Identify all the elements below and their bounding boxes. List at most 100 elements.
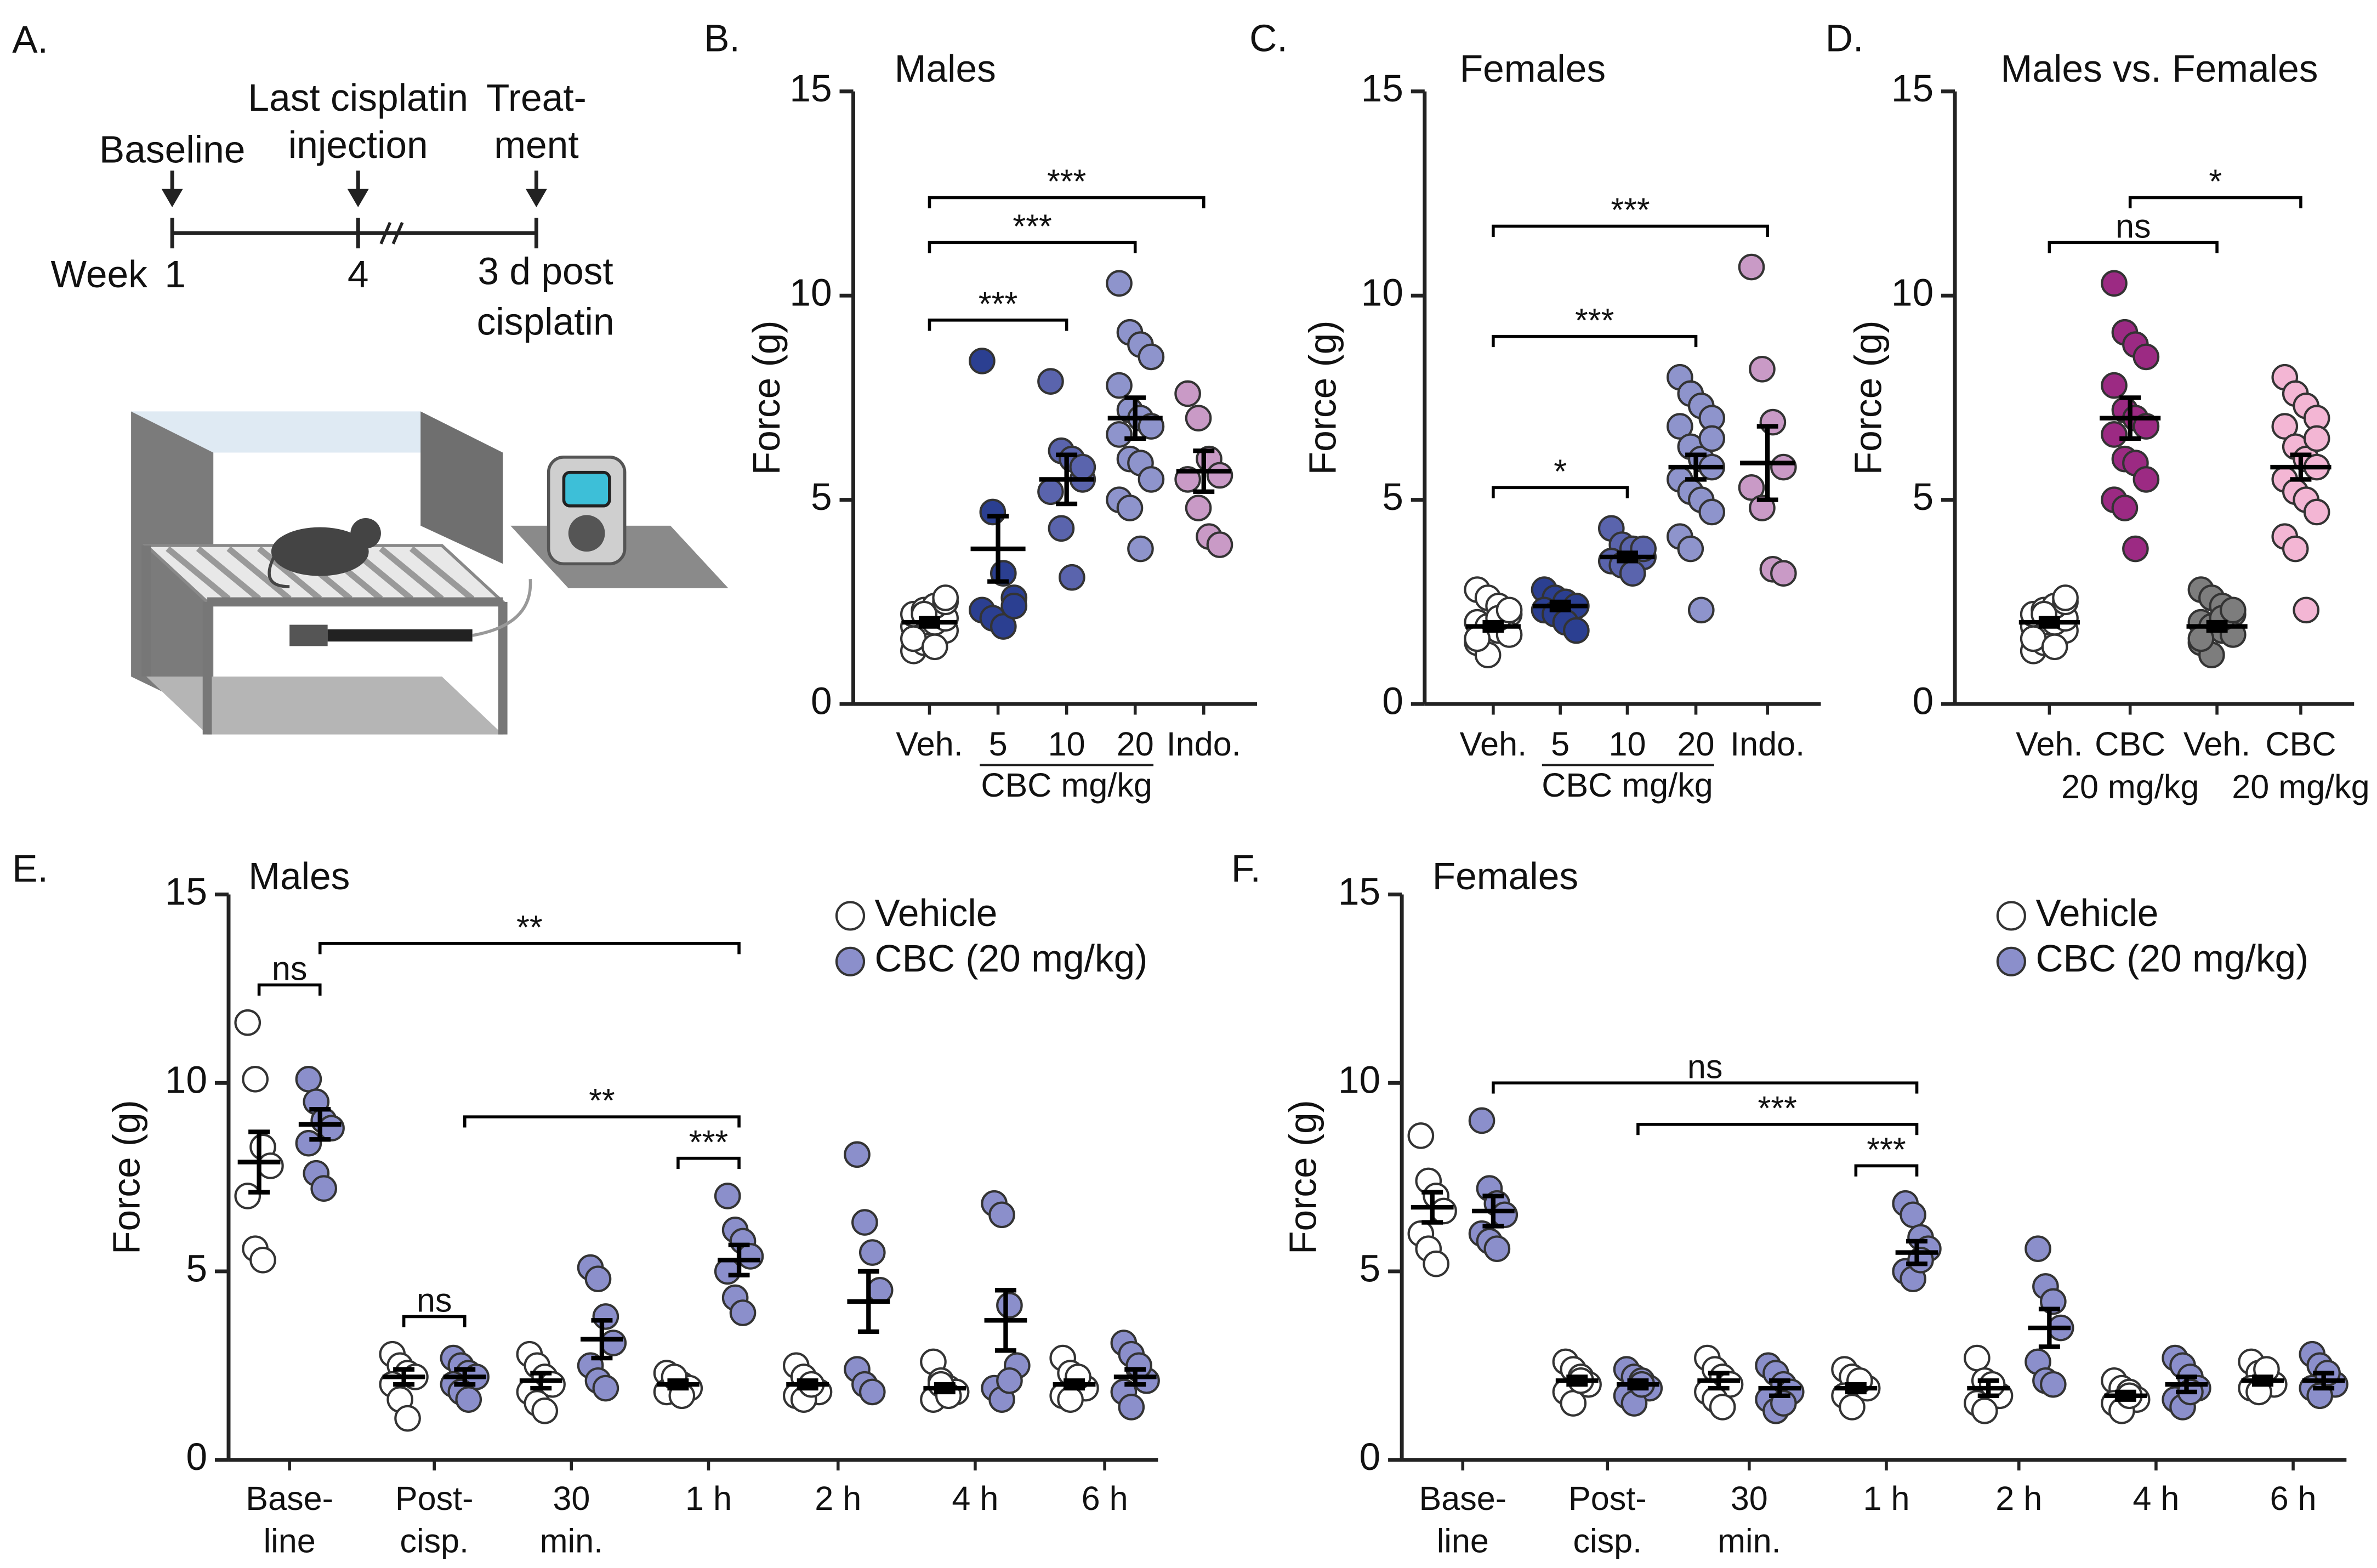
- significance-label: ns: [2116, 208, 2151, 245]
- significance-bracket: [928, 319, 1068, 331]
- x-tick-label: 6 h: [1082, 1480, 1128, 1517]
- data-point: [2101, 270, 2128, 297]
- error-bar: [2206, 620, 2228, 633]
- y-axis-label: Force (g): [105, 1100, 148, 1254]
- data-point: [1125, 1352, 1152, 1379]
- x-tick-label: 20: [1117, 725, 1154, 763]
- x-tick-label: line: [1437, 1522, 1489, 1560]
- significance-bracket: [2128, 196, 2302, 208]
- data-point: [1698, 425, 1726, 452]
- y-tick-label: 10: [1891, 271, 1934, 314]
- data-point: [969, 348, 996, 374]
- data-point: [2052, 584, 2079, 611]
- data-point: [844, 1141, 871, 1168]
- x-tick-label: Indo.: [1730, 725, 1805, 763]
- data-point: [1759, 408, 1787, 436]
- data-point: [1964, 1344, 1991, 1372]
- tick-label: 1: [164, 253, 186, 296]
- error-bar: [309, 1107, 331, 1142]
- data-point: [1738, 253, 1765, 281]
- y-tick-label: 0: [186, 1435, 207, 1478]
- data-point: [1000, 592, 1028, 620]
- error-bar: [1906, 1239, 1928, 1266]
- legend-label: Vehicle: [2035, 891, 2158, 934]
- error-bar: [1977, 1378, 1999, 1398]
- data-point: [932, 584, 959, 611]
- error-bar: [2252, 1374, 2273, 1387]
- data-point: [1206, 462, 1233, 489]
- data-point: [990, 613, 1017, 640]
- chart-title: Males: [248, 855, 350, 897]
- group-label: CBC mg/kg: [981, 766, 1152, 804]
- data-point: [2133, 466, 2160, 493]
- error-bar: [919, 616, 940, 629]
- chart-title: Males vs. Females: [2000, 47, 2318, 90]
- data-point: [295, 1129, 322, 1157]
- data-point: [2293, 596, 2320, 624]
- panel-label: C.: [1249, 16, 1287, 59]
- significance-bracket: [928, 241, 1137, 253]
- error-bar: [1124, 1367, 1146, 1387]
- error-bar: [530, 1371, 552, 1391]
- significance-bracket: [1492, 334, 1698, 348]
- x-tick-label: 20: [1677, 725, 1715, 763]
- error-bar: [2038, 1306, 2060, 1349]
- data-point: [1037, 368, 1064, 395]
- error-bar: [2119, 395, 2141, 441]
- legend-label: Vehicle: [874, 891, 997, 934]
- legend-marker: [1996, 901, 2026, 931]
- y-axis-label: Force (g): [1281, 1100, 1324, 1254]
- error-bar: [1617, 550, 1638, 564]
- significance-bracket: [1492, 486, 1629, 498]
- data-point: [1069, 453, 1096, 481]
- y-tick-label: 10: [1361, 271, 1403, 314]
- chart-title: Females: [1460, 47, 1606, 90]
- legend-label: CBC (20 mg/kg): [874, 937, 1147, 980]
- event-label: Last cisplatin: [248, 76, 468, 119]
- data-point: [600, 1330, 627, 1356]
- data-point: [988, 1201, 1015, 1229]
- x-tick-label: Veh.: [1460, 725, 1527, 763]
- significance-label: ***: [1047, 163, 1086, 200]
- data-point: [2282, 535, 2309, 563]
- significance-bracket: [1854, 1164, 1919, 1177]
- error-bar: [2176, 1374, 2197, 1395]
- data-point: [1185, 495, 1212, 521]
- data-point: [1127, 535, 1154, 563]
- error-bar: [667, 1378, 689, 1391]
- error-bar: [728, 1242, 750, 1277]
- data-point: [249, 1247, 276, 1274]
- error-bar: [857, 1269, 879, 1334]
- error-bar: [1193, 448, 1215, 494]
- y-tick-label: 0: [1360, 1435, 1381, 1478]
- error-bar: [1627, 1378, 1649, 1391]
- arrowheads: [161, 189, 547, 207]
- data-point: [394, 1405, 421, 1432]
- error-bar: [2114, 1389, 2136, 1402]
- data-point: [1059, 564, 1085, 591]
- x-tick-label: 20 mg/kg: [2061, 768, 2199, 805]
- error-bar: [591, 1318, 613, 1361]
- significance-bracket: [463, 1115, 741, 1128]
- error-bar: [248, 1129, 270, 1195]
- y-tick-label: 15: [165, 870, 207, 913]
- significance-bracket: [1492, 224, 1769, 237]
- x-tick-label: 4 h: [952, 1480, 998, 1517]
- significance-label: ***: [689, 1123, 728, 1161]
- data-point: [851, 1209, 878, 1236]
- significance-label: *: [1554, 452, 1567, 490]
- panel-label: F.: [1231, 847, 1261, 890]
- x-tick-label: 20 mg/kg: [2232, 768, 2369, 805]
- x-tick-label: line: [264, 1522, 316, 1560]
- significance-label: ***: [1867, 1131, 1906, 1168]
- data-point: [1174, 380, 1201, 407]
- significance-label: ***: [1611, 191, 1650, 229]
- y-tick-label: 10: [789, 271, 832, 314]
- error-bar: [1056, 452, 1078, 507]
- legend-marker: [835, 946, 866, 976]
- data-point: [1491, 1201, 1519, 1229]
- significance-bracket: [2048, 241, 2219, 253]
- data-point: [1563, 617, 1590, 644]
- significance-bracket: [402, 1315, 467, 1327]
